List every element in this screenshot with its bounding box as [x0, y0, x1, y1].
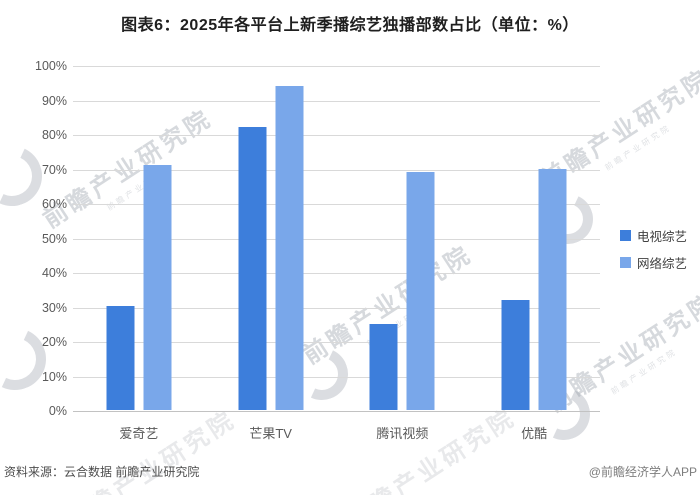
legend-label-tv: 电视综艺 — [637, 230, 688, 244]
watermark-text: 前瞻产业研究院 — [62, 405, 242, 495]
y-tick-label: 70% — [41, 162, 67, 177]
bar-group-1 — [106, 165, 172, 410]
legend-item-web: 网络综艺 — [620, 249, 687, 276]
gridline — [73, 273, 600, 274]
y-tick-label: 100% — [35, 59, 67, 73]
watermark-text: 前瞻产业研究院 — [342, 403, 522, 495]
legend: 电视综艺 网络综艺 — [620, 222, 687, 276]
gridline — [73, 204, 600, 205]
gridline — [73, 100, 600, 102]
legend-label-web: 网络综艺 — [637, 257, 688, 271]
legend-swatch-web — [620, 257, 631, 268]
y-tick-label: 80% — [41, 128, 67, 142]
bar-group-2 — [238, 86, 304, 410]
x-tick-label: 腾讯视频 — [376, 426, 429, 441]
bar-group-4 — [501, 169, 567, 410]
gridline — [73, 135, 600, 136]
bar-group-3 — [369, 172, 435, 410]
plot-area: 0% 10% 20% 30% 40% 50% 60% 70% 80% 90% 100% 爱奇艺 芒果TV… — [35, 59, 600, 441]
x-tick-label: 爱奇艺 — [119, 426, 159, 441]
data-source-text: 资料来源：云合数据 前瞻产业研究院 — [4, 465, 200, 479]
gridline — [73, 169, 600, 171]
legend-swatch-tv — [620, 230, 631, 241]
x-tick-label: 优酷 — [521, 426, 548, 441]
y-tick-label: 90% — [41, 93, 67, 108]
gridline — [73, 376, 600, 378]
bar-s2-c1 — [143, 165, 172, 410]
credit-text: @前瞻经济学人APP — [588, 465, 697, 479]
y-tick-label: 50% — [41, 231, 67, 246]
x-tick-label: 芒果TV — [249, 426, 292, 441]
gridline — [73, 238, 600, 240]
bar-s1-c1 — [106, 306, 135, 410]
y-tick-label: 10% — [41, 369, 67, 384]
bar-s1-c3 — [369, 324, 398, 410]
gridline — [73, 66, 600, 67]
y-tick-label: 30% — [41, 300, 67, 315]
watermark-logo-icon — [0, 319, 55, 399]
y-tick-label: 60% — [41, 197, 67, 211]
gridline — [73, 307, 600, 309]
y-tick-label: 20% — [41, 335, 67, 349]
y-tick-label: 40% — [41, 266, 67, 280]
gridline — [73, 342, 600, 343]
bar-s2-c2 — [275, 86, 304, 410]
y-tick-label: 0% — [48, 404, 67, 418]
bar-s2-c3 — [406, 172, 435, 410]
legend-item-tv: 电视综艺 — [620, 222, 687, 249]
x-axis-line — [73, 411, 600, 412]
bar-s1-c4 — [501, 300, 530, 410]
bar-s2-c4 — [538, 169, 567, 410]
chart-title: 图表6：2025年各平台上新季播综艺独播部数占比（单位：%） — [121, 17, 579, 34]
bar-s1-c2 — [238, 127, 267, 410]
